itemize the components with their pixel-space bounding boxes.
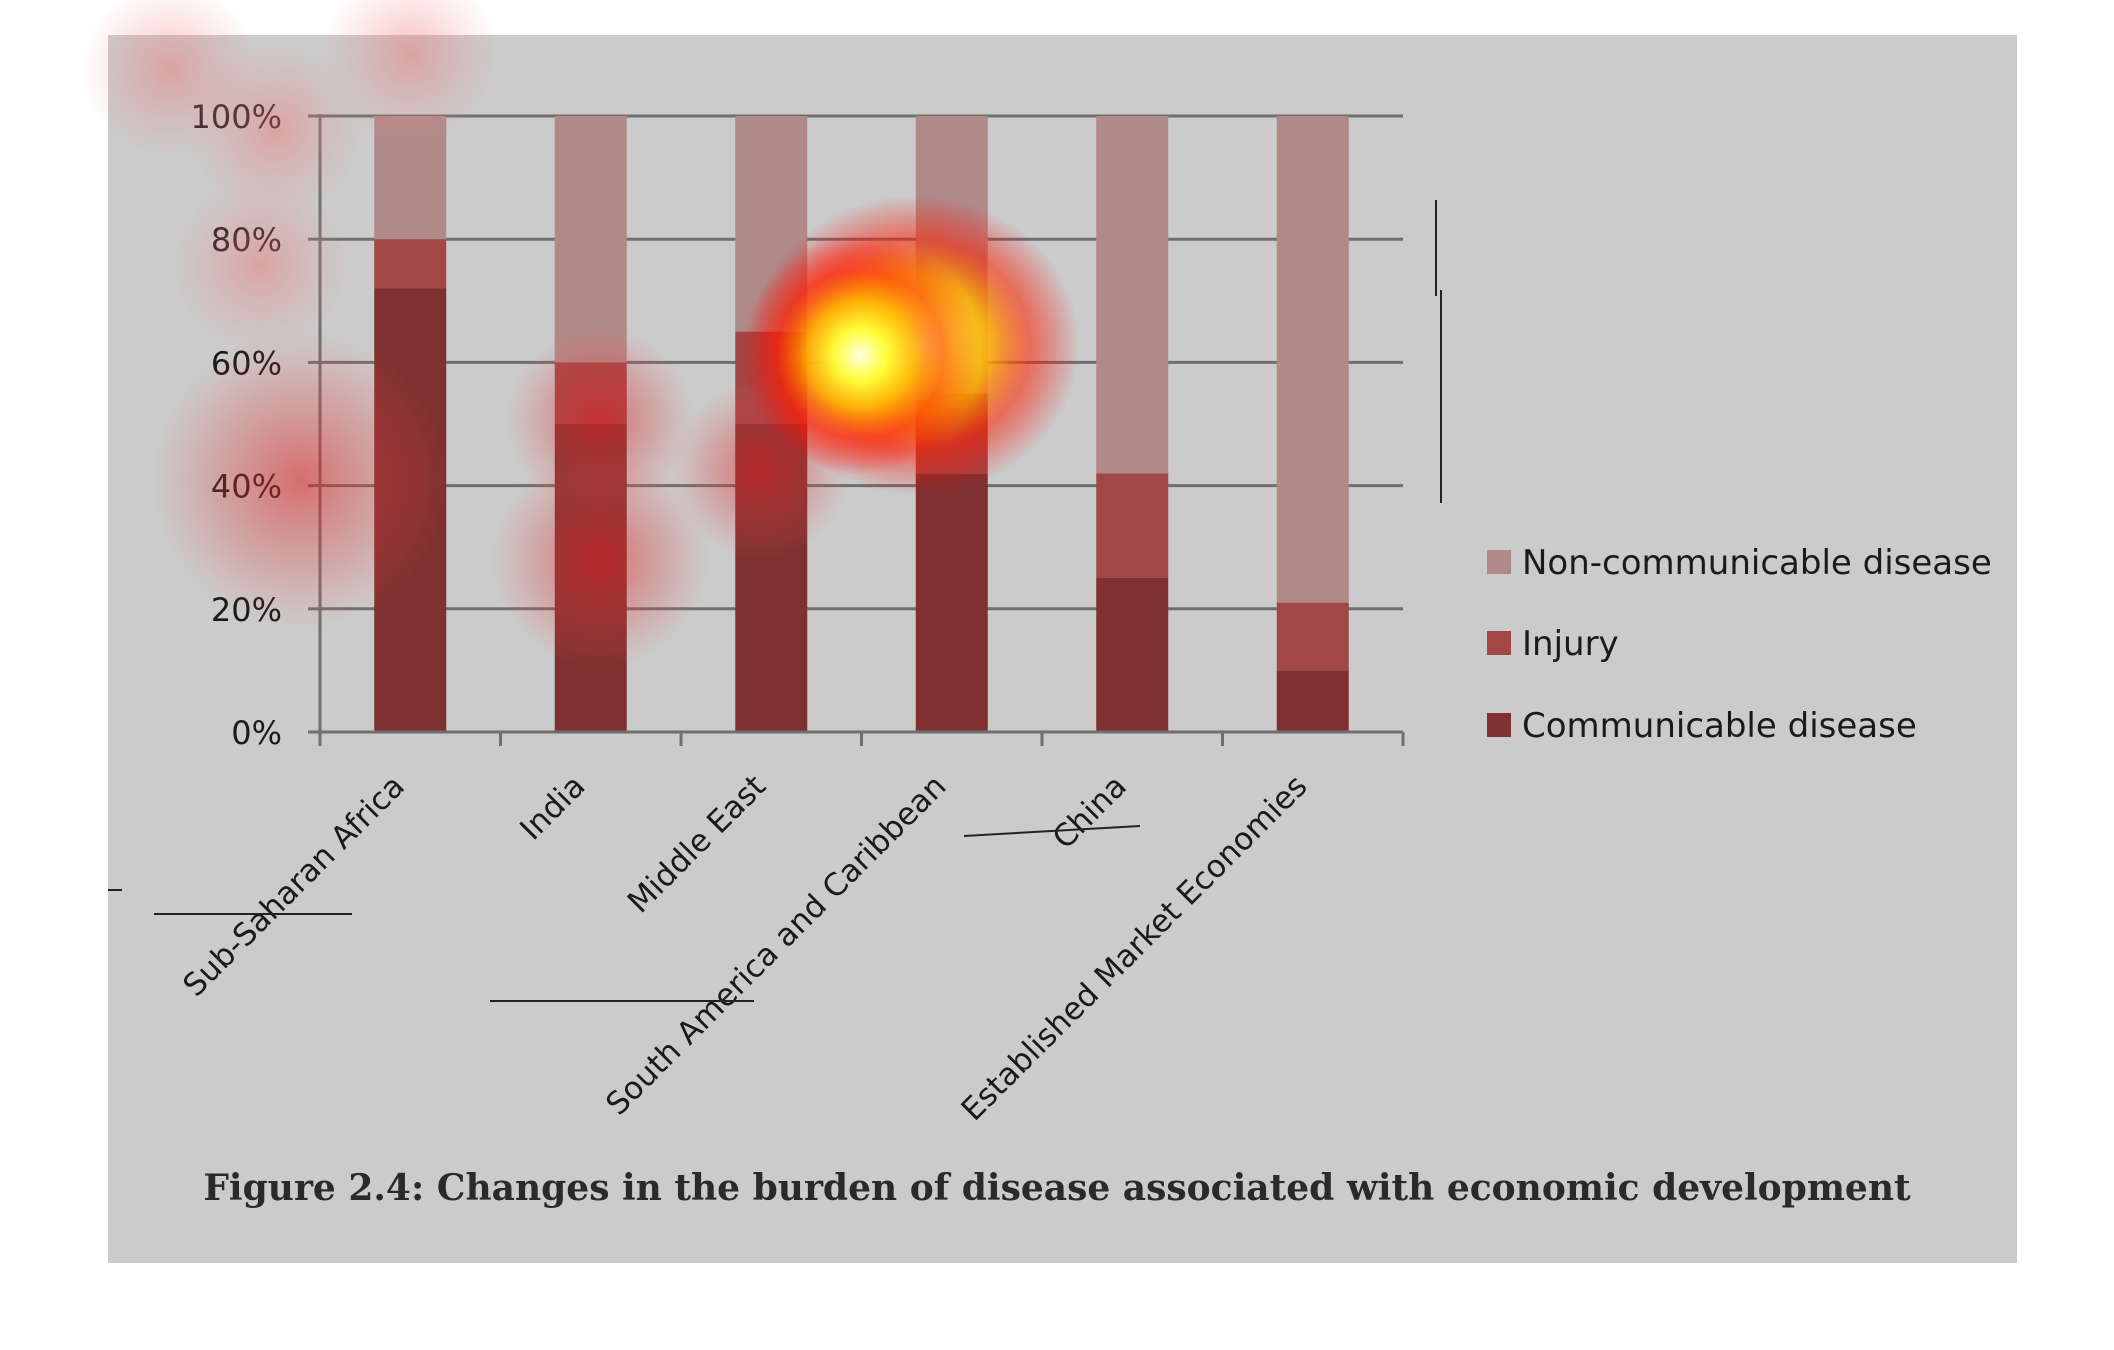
- y-tick-label: 0%: [231, 714, 282, 752]
- legend-label: Non-communicable disease: [1522, 543, 1992, 583]
- category-label: Middle East: [621, 768, 773, 920]
- category-label: Established Market Economies: [955, 768, 1315, 1128]
- bar-segment: [1096, 578, 1169, 732]
- bar-segment: [1096, 116, 1169, 474]
- figure-caption: Figure 2.4: Changes in the burden of dis…: [203, 1167, 1911, 1209]
- heatmap-hotspot: [740, 235, 980, 475]
- category-label: China: [1046, 768, 1134, 856]
- bar-segment: [1096, 473, 1169, 578]
- heatmap-blob: [150, 330, 450, 630]
- legend-swatch: [1487, 713, 1511, 737]
- heatmap-blob: [490, 450, 710, 670]
- legend-swatch: [1487, 631, 1511, 655]
- legend-label: Communicable disease: [1522, 706, 1917, 746]
- stray-marks: [108, 200, 1442, 1002]
- heatmap-blob: [320, 0, 500, 145]
- legend-label: Injury: [1522, 624, 1619, 664]
- bar-segment: [1276, 670, 1349, 732]
- category-label: South America and Caribbean: [599, 768, 953, 1122]
- bar-segment: [374, 239, 447, 289]
- heatmap-blob: [185, 40, 365, 220]
- category-labels: Sub-Saharan Africa India Middle EastSouth …: [176, 768, 1314, 1128]
- heatmap-blob: [170, 175, 350, 355]
- legend: Non-communicable disease Injury Communicab…: [1487, 543, 1992, 746]
- legend-swatch: [1487, 550, 1511, 574]
- category-label: Sub-Saharan Africa: [176, 768, 412, 1004]
- bar-segment: [554, 116, 627, 363]
- bar-segment: [915, 473, 988, 732]
- category-label: India: [513, 768, 592, 847]
- stray-line: [963, 825, 1141, 837]
- bar-segment: [1276, 602, 1349, 671]
- attention-heatmap-overlay: [80, 0, 1080, 670]
- bar-segment: [1276, 116, 1349, 603]
